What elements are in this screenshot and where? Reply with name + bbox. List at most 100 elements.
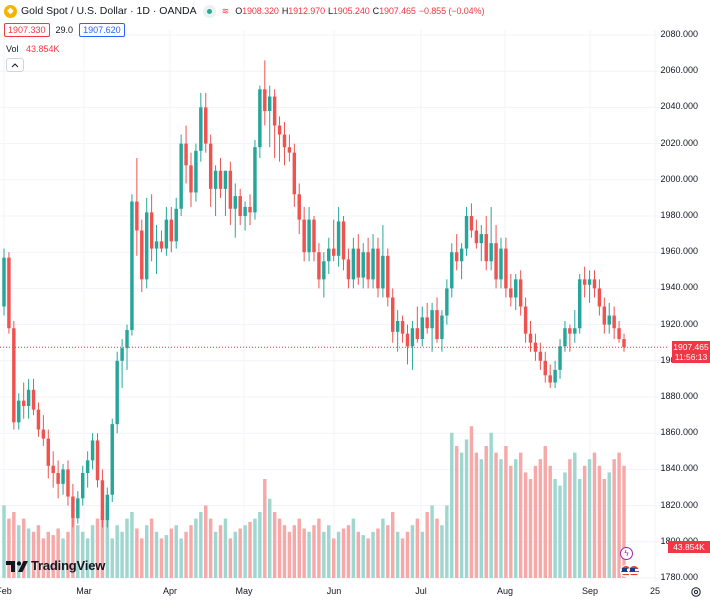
time-axis-label: Apr [162, 586, 178, 596]
price-axis-label: 1940.000 [660, 282, 698, 293]
volume-bar [361, 535, 365, 578]
collapse-legend-button[interactable] [6, 58, 24, 72]
volume-bar [450, 432, 454, 578]
volume-bar [400, 538, 405, 578]
volume-bar [386, 525, 390, 578]
candle-body [164, 219, 169, 249]
volume-bar [253, 518, 257, 578]
volume-bar [140, 538, 144, 578]
chart-settings-button[interactable] [690, 585, 702, 597]
candle-body [617, 328, 621, 340]
price-axis-label: 2060.000 [660, 65, 698, 76]
candle-body [115, 360, 119, 425]
price-axis-label: 1880.000 [660, 391, 698, 401]
volume-bar [391, 512, 395, 578]
volume-bar [582, 465, 587, 578]
tradingview-logo[interactable]: TradingView [6, 558, 105, 573]
candle-body [445, 288, 449, 316]
volume-bar [223, 518, 228, 578]
volume-bar [538, 459, 543, 578]
volume-bar [110, 538, 114, 578]
price-axis-label: 1820.000 [660, 499, 698, 510]
candle-body [46, 438, 51, 466]
buy-button[interactable]: 1907.620 [79, 23, 125, 37]
symbol-title[interactable]: Gold Spot / U.S. Dollar · 1D · OANDA [21, 5, 197, 17]
volume-bar [66, 531, 70, 578]
candle-body [366, 252, 370, 280]
candle-body [81, 473, 85, 499]
volume-bar [302, 528, 306, 578]
volume-bar [602, 479, 607, 578]
volume-bar [46, 531, 51, 578]
candle-body [543, 360, 547, 376]
volume-bar [164, 535, 169, 578]
volume-bar [592, 452, 597, 578]
candle-body [243, 206, 247, 216]
candle-body [528, 333, 533, 343]
volume-bar [622, 465, 626, 578]
wave-icon[interactable]: ≋ [221, 5, 230, 16]
candle-body [292, 152, 297, 195]
volume-bar [312, 525, 316, 578]
candle-body [100, 480, 105, 521]
volume-bar [149, 518, 154, 578]
volume-bar [282, 525, 287, 578]
volume-legend[interactable]: Vol 43.854K [6, 44, 60, 54]
ohlc-value: 1905.240 [332, 6, 370, 16]
candle-body [253, 147, 257, 213]
volume-bar [169, 528, 174, 578]
candle-body [597, 288, 602, 307]
volume-bar [277, 518, 282, 578]
candle-body [76, 498, 80, 519]
last-price-tag: 1907.465 11:56:13 [672, 341, 710, 364]
volume-bar [440, 525, 444, 578]
candle-body [17, 400, 21, 423]
candle-body [238, 196, 242, 216]
chart-canvas[interactable] [0, 0, 668, 582]
candle-body [149, 212, 154, 249]
price-axis-label: 2040.000 [660, 101, 698, 112]
ohlc-values: O1908.320 H1912.970 L1905.240 C1907.465 −0.8… [235, 6, 487, 16]
us-flag-icon[interactable] [628, 565, 640, 577]
candle-body [41, 429, 46, 439]
price-axis-label: 1800.000 [660, 536, 698, 546]
candle-body [504, 248, 508, 289]
candle-body [386, 255, 390, 298]
candle-body [194, 150, 198, 193]
chart-area[interactable] [0, 0, 668, 582]
candle-body [499, 248, 503, 280]
candle-body [479, 234, 484, 244]
candle-body [66, 469, 70, 497]
volume-bar [26, 528, 31, 578]
volume-bar [445, 505, 449, 578]
candle-body [56, 473, 60, 484]
candle-body [228, 170, 233, 209]
time-axis-label: May [235, 586, 253, 596]
volume-bar [489, 432, 493, 578]
volume-bar [228, 538, 233, 578]
candle-body [469, 216, 474, 231]
candle-body [533, 342, 538, 352]
candle-body [484, 234, 488, 262]
candle-body [218, 170, 223, 189]
symbol-legend[interactable]: ◆ Gold Spot / U.S. Dollar · 1D · OANDA ≋… [4, 4, 487, 18]
sell-button[interactable]: 1907.330 [4, 23, 50, 37]
volume-bar [376, 528, 380, 578]
candle-body [602, 306, 607, 325]
volume-bar [130, 512, 134, 578]
candle-body [351, 248, 356, 280]
volume-bar [267, 498, 272, 578]
volume-bar [71, 518, 75, 578]
gear-icon [691, 587, 701, 597]
candle-body [267, 96, 272, 112]
market-status-badge[interactable] [202, 4, 216, 18]
volume-bar [56, 528, 60, 578]
candle-body [336, 221, 341, 256]
volume-bar [484, 446, 488, 578]
volume-bar [523, 472, 528, 578]
volume-bar [204, 505, 208, 578]
lightning-icon[interactable]: ϟ [620, 547, 633, 560]
volume-bar [558, 485, 562, 578]
candle-body [110, 424, 114, 495]
volume-bar [548, 465, 552, 578]
